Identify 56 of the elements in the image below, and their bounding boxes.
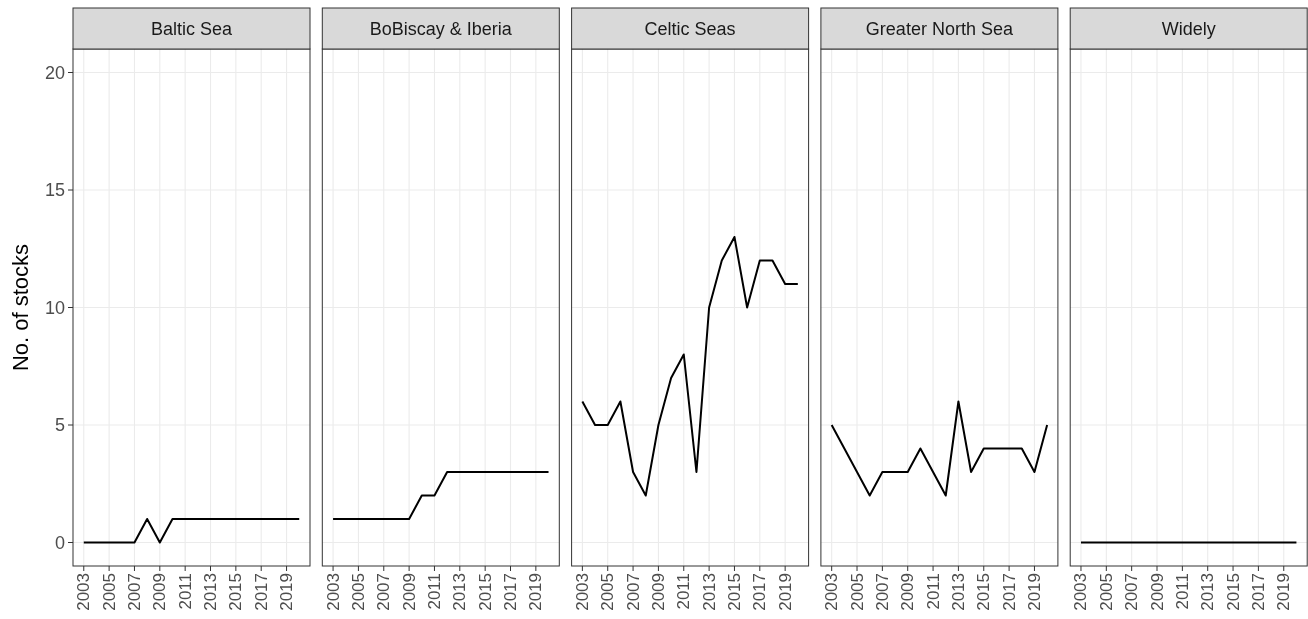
- x-tick-label: 2011: [175, 573, 195, 610]
- x-tick-label: 2009: [399, 573, 419, 611]
- y-tick-label: 0: [54, 532, 65, 553]
- x-tick-label: 2007: [623, 573, 643, 611]
- x-tick-label: 2005: [1096, 573, 1116, 611]
- x-tick-label: 2019: [526, 573, 546, 611]
- x-tick-label: 2017: [251, 573, 271, 611]
- chart-title: Widely: [1161, 18, 1216, 39]
- x-tick-label: 2009: [898, 573, 918, 611]
- x-tick-label: 2003: [572, 573, 592, 611]
- y-axis-title: No. of stocks: [7, 243, 33, 372]
- y-tick-label: 15: [44, 180, 65, 200]
- x-tick-label: 2013: [201, 573, 221, 611]
- y-tick-label: 5: [54, 415, 65, 435]
- y-tick-label: 10: [44, 297, 65, 318]
- x-tick-label: 2007: [124, 573, 144, 611]
- x-tick-label: 2005: [847, 573, 867, 611]
- x-tick-label: 2017: [1248, 573, 1268, 611]
- x-tick-label: 2019: [775, 573, 795, 611]
- chart-title: Greater North Sea: [865, 18, 1014, 39]
- chart-title: Baltic Sea: [150, 18, 234, 39]
- x-tick-label: 2015: [475, 573, 495, 611]
- x-tick-label: 2017: [750, 573, 770, 611]
- x-tick-label: 2015: [724, 573, 744, 611]
- x-tick-label: 2015: [974, 573, 994, 611]
- x-tick-label: 2007: [374, 573, 394, 611]
- x-tick-label: 2015: [1223, 573, 1243, 611]
- x-tick-label: 2017: [999, 573, 1019, 611]
- x-tick-label: 2009: [648, 573, 668, 611]
- x-tick-label: 2007: [872, 573, 892, 611]
- x-tick-label: 2011: [1172, 573, 1192, 610]
- x-tick-label: 2013: [1198, 573, 1218, 611]
- x-tick-label: 2003: [74, 573, 94, 611]
- x-tick-label: 2009: [1147, 573, 1167, 611]
- x-tick-label: 2011: [424, 573, 444, 610]
- x-tick-label: 2011: [923, 573, 943, 610]
- x-tick-label: 2015: [226, 573, 246, 611]
- chart-title: Celtic Seas: [644, 18, 736, 39]
- y-tick-label: 20: [44, 62, 65, 83]
- x-tick-label: 2013: [948, 573, 968, 611]
- x-tick-label: 2005: [348, 573, 368, 611]
- x-tick-label: 2019: [1274, 573, 1294, 611]
- x-tick-label: 2007: [1122, 573, 1142, 611]
- chart-title: BoBiscay & Iberia: [369, 18, 513, 39]
- x-tick-label: 2003: [323, 573, 343, 611]
- x-tick-label: 2013: [450, 573, 470, 611]
- x-tick-label: 2019: [1024, 573, 1044, 611]
- x-tick-label: 2019: [277, 573, 297, 611]
- x-tick-label: 2003: [822, 573, 842, 611]
- x-tick-label: 2003: [1071, 573, 1091, 611]
- x-tick-label: 2005: [598, 573, 618, 611]
- x-tick-label: 2005: [99, 573, 119, 611]
- x-tick-label: 2011: [674, 573, 694, 610]
- x-tick-label: 2009: [150, 573, 170, 611]
- x-tick-label: 2017: [501, 573, 521, 611]
- x-tick-label: 2013: [699, 573, 719, 611]
